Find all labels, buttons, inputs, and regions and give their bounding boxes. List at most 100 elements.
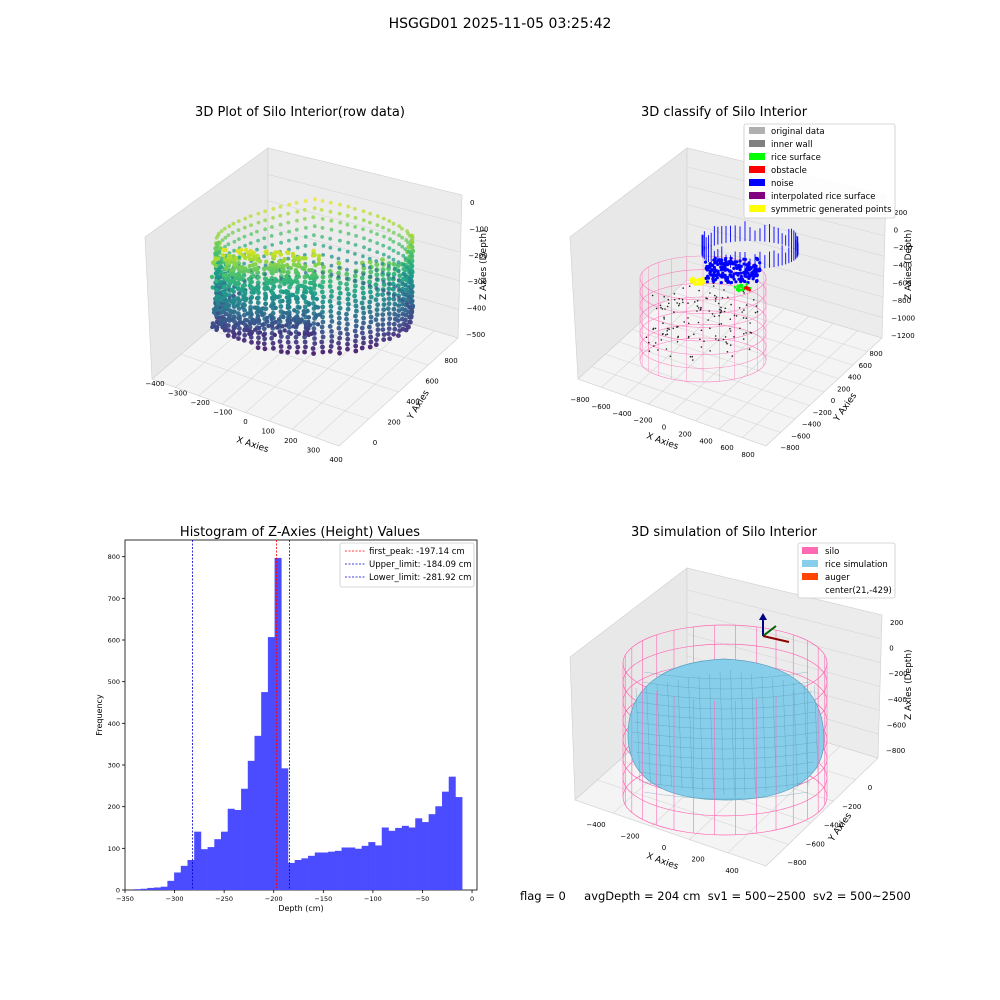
raw-point [214,251,219,256]
raw-point [397,224,402,229]
raw-point [227,224,232,229]
histogram-bar [241,788,249,890]
classify-x-tick: −800 [570,396,589,404]
interpolated-point [717,339,720,342]
histogram-x-tick-label: −100 [364,895,382,903]
raw-point [256,318,262,323]
raw-point [338,202,342,207]
raw-point [284,311,289,316]
interpolated-point [666,305,669,308]
raw-point [320,199,325,203]
raw-point [319,339,325,345]
histogram-y-tick-label: 700 [108,595,120,603]
raw-point [306,315,312,320]
raw-point [289,292,294,297]
raw-point [337,330,343,336]
raw-point [374,262,380,268]
histogram-bar [207,847,215,890]
classify-x-tick-labels: −800−600−400−200 0 200 400 600 800 [570,396,754,459]
raw-point [276,262,281,268]
auger-axes-glyph [759,613,790,643]
interpolated-point [673,298,676,301]
raw-point [400,226,404,231]
raw-point [346,301,351,307]
raw-point [316,261,322,266]
noise-point [742,262,746,266]
noise-point [719,268,724,272]
interpolated-point [699,309,702,311]
interpolated-point [696,300,699,302]
noise-point [734,263,738,267]
raw-point [233,276,238,281]
raw-point [373,342,379,348]
classify-y-tick: 600 [859,362,872,370]
rice-mesh-line [698,675,704,792]
raw-point [311,326,317,331]
status-flag: flag = 0 [520,889,566,903]
interpolated-point [693,301,696,303]
histogram-bar [194,831,202,890]
raw-point [316,257,321,262]
interpolated-point [741,311,743,313]
raw-point [292,308,297,313]
raw-point [381,337,387,342]
raw-point [380,261,385,266]
raw-point [391,275,396,280]
raw-point [353,283,358,289]
classify-x-tick: −400 [612,410,631,418]
interpolated-point [668,328,670,331]
raw-point [237,326,242,331]
noise-point [721,261,725,266]
raw-point [223,235,228,240]
raw-point [380,267,386,272]
raw-point [285,334,291,340]
raw-point [381,297,387,302]
noise-point [705,280,710,284]
raw-point [375,250,380,255]
histogram-bar [301,858,309,890]
raw-point [294,200,299,205]
simulation-x-tick: −400 [586,821,605,829]
noise-point [755,279,759,283]
raw-point [396,303,402,308]
raw-point [264,315,270,321]
raw-x-tick: 200 [284,437,297,445]
raw-point [311,215,316,220]
noise-point [723,268,727,272]
raw-point [263,301,268,307]
interpolated-point [709,350,711,352]
grid-line [267,200,461,253]
histogram-bar [221,831,228,890]
interpolated-point [723,289,725,291]
simulation-z-tick: 200 [890,619,903,627]
raw-point [280,298,285,304]
grid-line [597,779,789,845]
histogram-bar [334,850,342,890]
raw-point [295,245,300,250]
raw-point [313,263,318,268]
raw-point [327,349,333,354]
raw-point [295,209,300,214]
raw-point [219,265,224,269]
raw-point [409,299,414,303]
histogram-bars [133,557,463,890]
raw-point [209,274,215,280]
raw-point [367,265,372,270]
raw-point [329,218,334,223]
raw-point [410,236,415,240]
raw-point [410,290,415,294]
raw-point [215,325,220,330]
raw-point [381,216,386,221]
raw-x-tick: 100 [261,428,274,436]
raw-z-tick: −200 [468,252,487,260]
raw-point [367,283,372,288]
raw-point [216,231,221,236]
raw-point [221,273,227,278]
interpolated-point [648,341,650,344]
raw-point [397,287,401,292]
raw-point [403,274,408,278]
raw-point [311,321,317,326]
raw-point [305,330,310,335]
raw-point [240,265,245,270]
interpolated-point [745,304,748,306]
